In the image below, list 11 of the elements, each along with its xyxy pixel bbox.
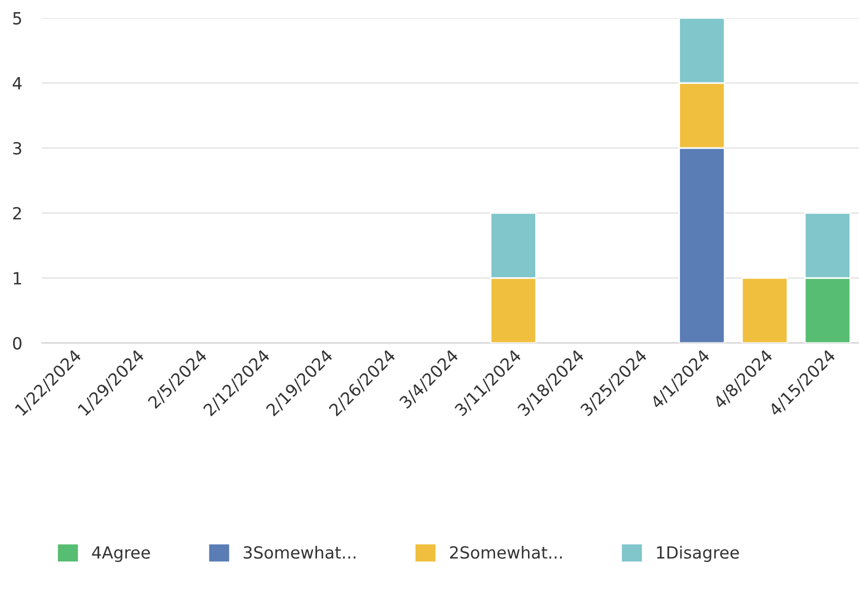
bar	[741, 277, 788, 343]
legend-label: 3Somewhat...	[244, 546, 356, 559]
y-tick-label: 1	[14, 272, 22, 284]
y-tick-label: 0	[13, 336, 22, 350]
y-tick-label: 4	[12, 77, 22, 90]
legend-label: 4Agree	[92, 546, 150, 562]
y-tick-label: 2	[13, 206, 21, 220]
y-tick-label: 3	[13, 142, 22, 155]
legend-label: 1Disagree	[657, 546, 739, 562]
y-tick-label: 5	[13, 12, 22, 25]
legend-label: 2Somewhat...	[450, 546, 562, 559]
